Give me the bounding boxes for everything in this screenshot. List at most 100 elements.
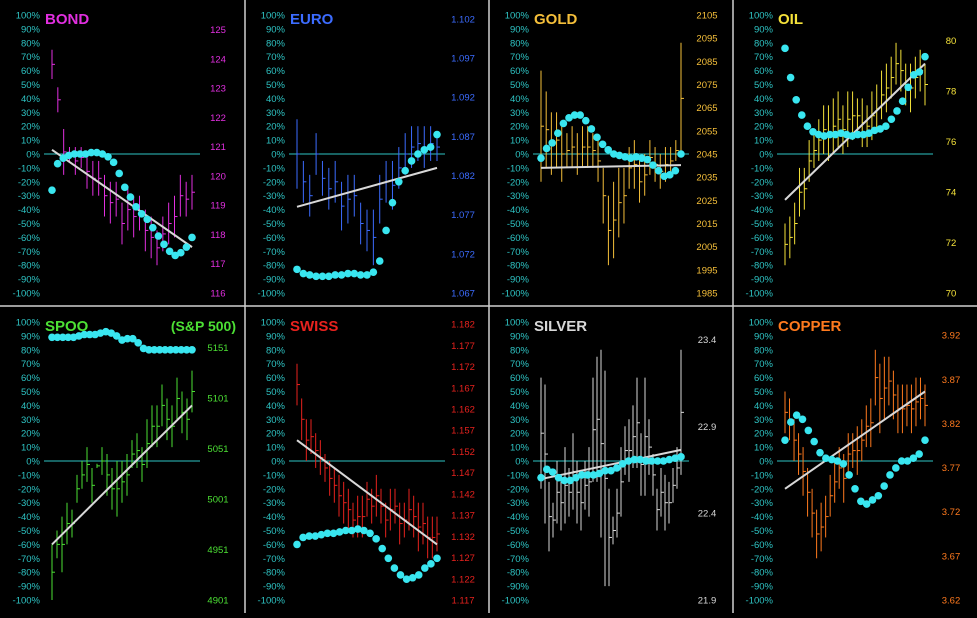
pct-tick-label: 90%: [21, 331, 41, 342]
mfi-dot: [98, 150, 107, 158]
mfi-dot: [323, 529, 332, 538]
pct-tick-label: 100%: [261, 11, 286, 22]
pct-tick-label: -20%: [263, 177, 286, 188]
mfi-dot: [137, 209, 146, 218]
pct-tick-label: -70%: [751, 247, 774, 258]
pct-tick-label: -20%: [507, 177, 530, 188]
mfi-dot: [576, 111, 584, 119]
mfi-dot: [595, 469, 604, 478]
mfi-dot: [58, 333, 67, 342]
mfi-dot: [87, 148, 95, 157]
pct-tick-label: -30%: [18, 191, 41, 202]
pct-tick-label: 50%: [754, 387, 774, 398]
pct-tick-label: 10%: [510, 443, 530, 454]
price-tick-label: 2085: [696, 57, 717, 68]
pct-tick-label: 40%: [754, 94, 774, 105]
price-tick-label: 22.4: [698, 509, 717, 520]
panel-subtitle: (S&P 500): [171, 318, 236, 334]
pct-tick-label: 60%: [510, 66, 530, 77]
pct-tick-label: -10%: [751, 470, 774, 481]
pct-tick-label: -60%: [751, 540, 774, 551]
pct-tick-label: 60%: [266, 66, 286, 77]
mfi-dot: [653, 457, 662, 465]
mfi-dot: [781, 436, 789, 444]
mfi-dot: [305, 271, 314, 279]
pct-tick-label: -50%: [507, 526, 530, 537]
panel-silver: 100% 90% 80% 70% 60% 50% 40% 30% 20% 10% 0% -10% -20…: [502, 318, 717, 607]
mfi-dot: [598, 140, 607, 149]
mfi-dot: [537, 473, 545, 482]
pct-tick-label: 20%: [21, 429, 41, 440]
mfi-dot: [677, 150, 685, 158]
mfi-dot: [630, 455, 639, 464]
mfi-dot: [293, 540, 301, 549]
pct-tick-label: 100%: [749, 318, 774, 329]
pct-tick-label: -100%: [258, 596, 286, 607]
mfi-dot: [318, 272, 327, 281]
mfi-dot: [570, 111, 579, 119]
trend-line: [784, 62, 926, 201]
mfi-dot: [115, 169, 123, 178]
pct-tick-label: 60%: [266, 373, 286, 384]
pct-tick-label: 40%: [21, 94, 41, 105]
mfi-dot: [317, 530, 326, 539]
pct-tick-label: -20%: [751, 177, 774, 188]
mfi-dot: [433, 130, 441, 139]
mfi-dot: [420, 146, 429, 154]
mfi-dot: [155, 346, 164, 354]
mfi-dot: [395, 178, 403, 186]
price-tick-label: 2065: [696, 103, 717, 114]
mfi-dot: [414, 571, 423, 579]
pct-tick-label: -30%: [263, 498, 286, 509]
price-tick-label: 2075: [696, 80, 717, 91]
trend-line: [51, 404, 193, 546]
mfi-dot: [128, 334, 137, 343]
pct-tick-label: -40%: [507, 512, 530, 523]
price-tick-label: 21.9: [698, 596, 717, 607]
price-tick-label: 2015: [696, 219, 717, 230]
mfi-dot: [607, 466, 615, 475]
price-tick-label: 3.87: [942, 375, 961, 386]
pct-tick-label: -80%: [18, 261, 41, 272]
mfi-dot: [426, 143, 435, 151]
pct-tick-label: 100%: [261, 318, 286, 329]
price-tick-label: 1.097: [451, 54, 475, 65]
mfi-dot: [150, 346, 159, 354]
mfi-dot: [792, 95, 800, 104]
mfi-dot: [804, 426, 813, 435]
price-tick-label: 5101: [207, 393, 228, 404]
pct-tick-label: -100%: [502, 596, 530, 607]
pct-tick-label: 10%: [510, 136, 530, 147]
price-tick-label: 1985: [696, 289, 717, 300]
mfi-dot: [366, 529, 374, 538]
mfi-dot: [648, 457, 656, 465]
pct-tick-label: -80%: [507, 568, 530, 579]
price-tick-label: 5001: [207, 494, 228, 505]
pct-tick-label: 40%: [510, 401, 530, 412]
pct-tick-label: 70%: [266, 359, 286, 370]
mfi-dot: [578, 471, 586, 479]
pct-tick-label: -40%: [751, 512, 774, 523]
pct-tick-label: -70%: [18, 247, 41, 258]
mfi-dot: [671, 454, 679, 463]
price-tick-label: 5151: [207, 343, 228, 354]
mfi-dot: [331, 271, 339, 279]
mfi-dot: [903, 457, 912, 465]
pct-tick-label: 10%: [21, 136, 41, 147]
mfi-dot: [915, 450, 923, 458]
mfi-dot: [665, 455, 674, 464]
panel-title-swiss: SWISS: [290, 318, 338, 335]
pct-tick-label: 80%: [21, 345, 41, 356]
pct-tick-label: 100%: [505, 11, 530, 22]
mfi-dot: [572, 473, 580, 482]
price-tick-label: 1.172: [451, 362, 475, 373]
price-tick-label: 1.072: [451, 249, 475, 260]
mfi-dot: [121, 183, 129, 192]
mfi-dot: [143, 215, 151, 224]
mfi-dot: [408, 573, 417, 582]
pct-tick-label: -100%: [13, 289, 41, 300]
pct-tick-label: -20%: [751, 484, 774, 495]
mfi-dot: [642, 457, 650, 465]
pct-tick-label: -60%: [507, 540, 530, 551]
panel-title-copper: COPPER: [778, 318, 842, 335]
